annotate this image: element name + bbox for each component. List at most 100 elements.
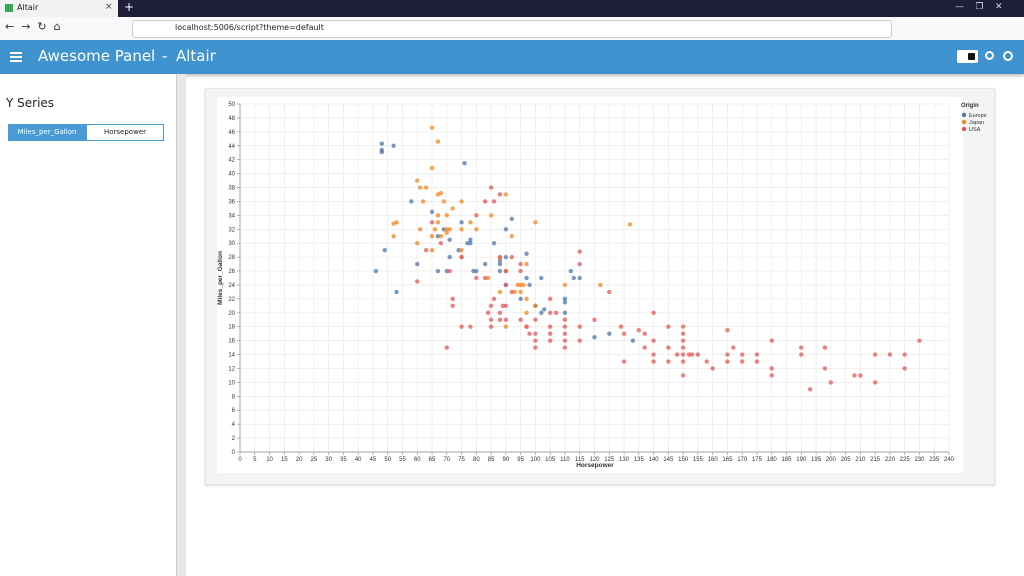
point: [503, 268, 509, 274]
point: [902, 352, 907, 357]
x-tick-label: 95: [517, 457, 524, 463]
point: [642, 331, 647, 336]
point: [533, 345, 538, 350]
point: [524, 324, 529, 329]
x-tick-label: 230: [914, 457, 925, 463]
point: [547, 324, 553, 329]
point: [429, 234, 435, 239]
point: [651, 338, 656, 343]
theme-toggle[interactable]: [957, 50, 978, 63]
url-bar[interactable]: localhost:5006/script?theme=default: [132, 20, 892, 38]
page-title: Altair: [176, 47, 216, 65]
legend-label: Europe: [969, 113, 987, 119]
point: [562, 345, 568, 350]
x-tick-label: 175: [752, 457, 763, 463]
point: [521, 282, 526, 288]
tab[interactable]: Altair ×: [0, 0, 118, 17]
point: [577, 324, 582, 329]
point: [420, 199, 426, 204]
point: [636, 328, 642, 333]
x-tick-label: 30: [325, 457, 332, 463]
y-tick-label: 44: [228, 144, 235, 150]
point: [474, 275, 479, 281]
point: [468, 220, 473, 225]
x-tick-label: 165: [722, 457, 733, 463]
x-tick-label: 25: [311, 457, 318, 463]
point: [666, 345, 671, 350]
x-tick-label: 80: [473, 457, 480, 463]
point: [642, 345, 647, 350]
x-tick-label: 205: [841, 457, 852, 463]
y-tick-label: 26: [228, 269, 235, 275]
point: [533, 331, 538, 336]
point: [423, 185, 429, 190]
y-axis-title: Miles_per_Gallon: [217, 251, 224, 305]
point: [503, 324, 509, 329]
point: [527, 331, 532, 336]
point: [474, 213, 479, 218]
point: [562, 296, 568, 302]
x-tick-label: 5: [253, 457, 257, 463]
nav-buttons[interactable]: ← → ↻ ⌂: [5, 20, 61, 33]
y-tick-label: 32: [228, 227, 235, 233]
point: [651, 310, 656, 315]
point: [497, 261, 503, 267]
x-tick-label: 235: [929, 457, 940, 463]
point: [598, 282, 603, 288]
point: [542, 307, 547, 312]
tab-title: Altair: [17, 3, 39, 12]
window-controls[interactable]: — ❐ ✕: [955, 2, 1003, 12]
y-tick-label: 2: [232, 436, 236, 442]
point: [447, 268, 452, 274]
x-tick-label: 195: [811, 457, 822, 463]
x-tick-label: 240: [944, 457, 955, 463]
point: [621, 331, 627, 336]
point: [503, 227, 509, 232]
point: [509, 216, 514, 222]
point: [547, 338, 553, 343]
radio-button[interactable]: Miles_per_Gallon: [8, 124, 86, 141]
x-axis-title: Horsepower: [576, 462, 614, 469]
point: [518, 296, 523, 302]
y-tick-label: 40: [228, 172, 235, 178]
point: [441, 199, 447, 204]
point: [754, 359, 760, 364]
point: [391, 143, 396, 148]
nav-bar: ← → ↻ ⌂ localhost:5006/script?theme=defa…: [0, 17, 1024, 41]
x-tick-label: 10: [266, 457, 273, 463]
point: [447, 237, 452, 242]
point: [533, 220, 538, 225]
x-tick-label: 50: [384, 457, 391, 463]
radio-button[interactable]: Horsepower: [86, 124, 164, 141]
point: [577, 275, 582, 281]
point: [562, 338, 568, 343]
x-tick-label: 45: [370, 457, 377, 463]
point: [872, 352, 878, 357]
point: [444, 345, 449, 350]
y-tick-label: 16: [228, 339, 235, 345]
point: [518, 268, 523, 274]
menu-icon[interactable]: [10, 52, 22, 54]
point: [562, 331, 568, 336]
point: [822, 345, 828, 350]
point: [468, 237, 473, 242]
point: [562, 300, 568, 305]
tab-close[interactable]: ×: [105, 2, 113, 12]
y-tick-label: 20: [228, 311, 235, 317]
point: [503, 254, 509, 260]
app-title: Awesome Panel: [38, 47, 156, 65]
new-tab[interactable]: +: [124, 0, 135, 14]
sun-icon[interactable]: [985, 51, 994, 60]
legend-swatch: [961, 112, 967, 118]
point: [459, 324, 464, 329]
x-tick-label: 15: [281, 457, 288, 463]
y-tick-label: 30: [228, 241, 235, 247]
x-tick-label: 130: [619, 457, 630, 463]
point: [447, 227, 452, 232]
scrollbar[interactable]: [176, 74, 186, 576]
point: [518, 261, 523, 267]
point: [429, 165, 435, 171]
point: [459, 227, 464, 232]
point: [488, 185, 494, 190]
point: [485, 310, 491, 315]
